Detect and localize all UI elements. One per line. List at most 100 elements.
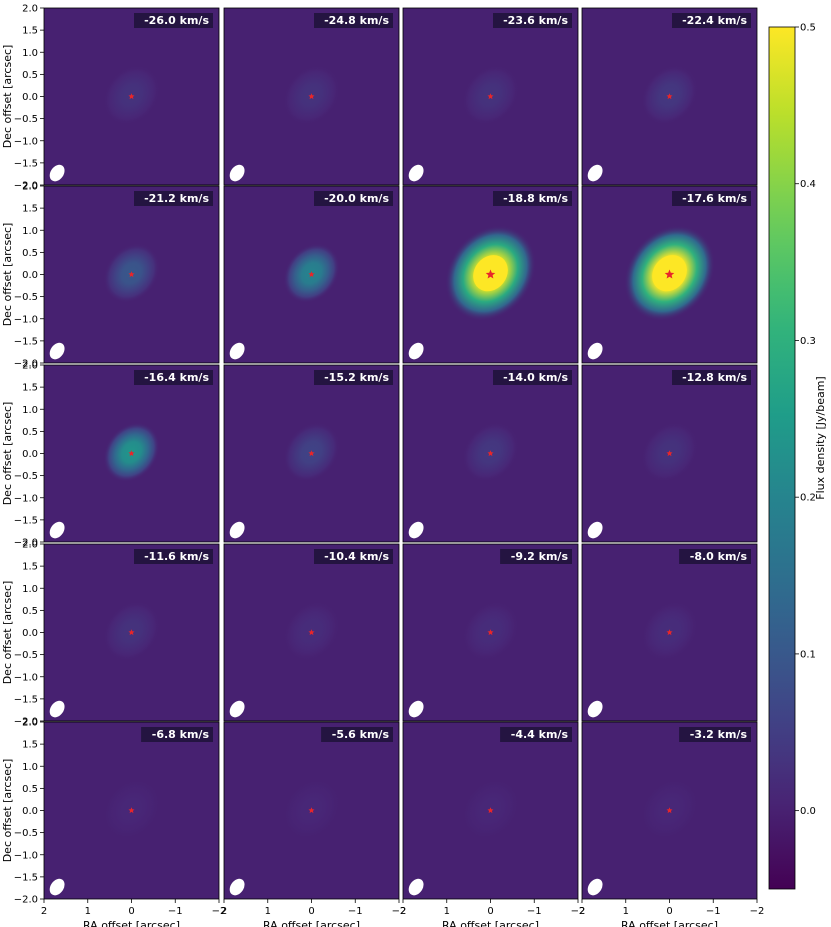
y-tick-label: −2.0 — [14, 538, 38, 549]
x-axis-label: RA offset [arcsec] — [263, 919, 360, 927]
velocity-label: -18.8 km/s — [503, 192, 568, 205]
channel-panel: -16.4 km/s 2.0 1.5 1.0 0.5 0.0 −0.5 −1.0 −1.5 −2.… — [1, 361, 220, 549]
y-tick-label: 0.0 — [22, 806, 38, 817]
beam-ellipse — [408, 164, 424, 182]
y-tick-label: 2.0 — [22, 361, 38, 372]
velocity-label-box — [493, 191, 572, 206]
y-axis-label: Dec offset [arcsec] — [1, 223, 14, 327]
y-tick-label: −1.5 — [14, 694, 38, 705]
x-tick-label: 1 — [623, 906, 629, 917]
y-tick-label: 1.0 — [22, 762, 38, 773]
beam-ellipse — [587, 521, 603, 539]
velocity-label: -5.6 km/s — [332, 728, 390, 741]
velocity-label-box — [500, 549, 572, 564]
y-tick-label: −1.0 — [14, 314, 38, 325]
panel-frame — [581, 543, 758, 722]
x-tick-label: 0 — [308, 906, 314, 917]
velocity-label-box — [314, 13, 393, 28]
panel-frame — [223, 364, 400, 543]
velocity-label-box — [134, 370, 213, 385]
velocity-label-box — [314, 191, 393, 206]
beam-ellipse — [408, 521, 424, 539]
y-tick-label: −1.5 — [14, 158, 38, 169]
x-tick-label: −2 — [750, 906, 765, 917]
velocity-label: -6.8 km/s — [152, 728, 210, 741]
channel-panel: -14.0 km/s — [402, 364, 579, 543]
channel-panel: -8.0 km/s — [581, 543, 758, 722]
velocity-label: -9.2 km/s — [511, 550, 569, 563]
beam-ellipse — [587, 878, 603, 896]
y-axis-label: Dec offset [arcsec] — [1, 759, 14, 863]
velocity-label-box — [134, 13, 213, 28]
y-tick-label: 1.0 — [22, 226, 38, 237]
velocity-label: -3.2 km/s — [690, 728, 748, 741]
y-tick-label: −2.0 — [14, 895, 38, 906]
source-marker — [666, 629, 673, 636]
x-axis-label: RA offset [arcsec] — [621, 919, 718, 927]
velocity-label-box — [672, 13, 751, 28]
source-marker — [487, 450, 494, 457]
velocity-label-box — [134, 191, 213, 206]
y-tick-label: 0.0 — [22, 449, 38, 460]
x-tick-label: −2 — [571, 906, 586, 917]
beam-ellipse — [587, 164, 603, 182]
colorbar-fill — [768, 26, 796, 890]
x-tick-label: −1 — [706, 906, 721, 917]
panel-frame — [402, 543, 579, 722]
beam-ellipse — [408, 342, 424, 360]
channel-panel: -4.4 km/s 2 1 0 −1 −2 RA offset [arcsec] — [400, 721, 586, 927]
y-tick-label: −0.5 — [14, 292, 38, 303]
velocity-label-box — [314, 370, 393, 385]
velocity-label-box — [493, 13, 572, 28]
x-tick-label: 0 — [487, 906, 493, 917]
beam-ellipse — [49, 342, 65, 360]
beam-ellipse — [587, 700, 603, 718]
x-tick-label: −1 — [348, 906, 363, 917]
velocity-label: -16.4 km/s — [144, 371, 209, 384]
y-tick-label: 1.5 — [22, 26, 38, 37]
source-marker — [128, 629, 135, 636]
x-tick-label: −1 — [168, 906, 183, 917]
source-marker — [485, 269, 496, 279]
x-tick-label: 1 — [85, 906, 91, 917]
y-tick-label: −1.0 — [14, 493, 38, 504]
y-axis-label: Dec offset [arcsec] — [1, 402, 14, 506]
x-tick-label: 2 — [41, 906, 47, 917]
x-axis-label: RA offset [arcsec] — [442, 919, 539, 927]
colorbar-tick-label: 0.3 — [800, 336, 816, 347]
source-marker — [308, 93, 315, 100]
velocity-label: -26.0 km/s — [144, 14, 209, 27]
y-tick-label: 0.0 — [22, 92, 38, 103]
y-axis-label: Dec offset [arcsec] — [1, 581, 14, 685]
y-tick-label: 0.5 — [22, 784, 38, 795]
velocity-label-box — [672, 191, 751, 206]
velocity-label-box — [679, 727, 751, 742]
x-tick-label: −2 — [392, 906, 407, 917]
source-marker — [666, 93, 673, 100]
beam-ellipse — [229, 700, 245, 718]
y-tick-label: −2.0 — [14, 717, 38, 728]
x-tick-label: 2 — [400, 906, 406, 917]
velocity-label: -21.2 km/s — [144, 192, 209, 205]
panel-frame — [223, 543, 400, 722]
channel-panel: -10.4 km/s — [223, 543, 400, 722]
velocity-label: -14.0 km/s — [503, 371, 568, 384]
channel-panel: -17.6 km/s — [581, 185, 758, 364]
y-tick-label: 1.5 — [22, 204, 38, 215]
y-tick-label: 0.0 — [22, 628, 38, 639]
source-marker — [308, 807, 315, 814]
channel-panel: -22.4 km/s — [581, 7, 758, 186]
velocity-label-box — [672, 370, 751, 385]
y-tick-label: 1.0 — [22, 405, 38, 416]
beam-ellipse — [49, 521, 65, 539]
y-tick-label: −0.5 — [14, 114, 38, 125]
velocity-label: -17.6 km/s — [682, 192, 747, 205]
y-tick-label: −1.5 — [14, 872, 38, 883]
beam-ellipse — [229, 521, 245, 539]
channel-panel: -21.2 km/s 2.0 1.5 1.0 0.5 0.0 −0.5 −1.0 −1.5 −2.… — [1, 182, 220, 370]
channel-panel: -9.2 km/s — [402, 543, 579, 722]
y-tick-label: −0.5 — [14, 471, 38, 482]
velocity-label-box — [679, 549, 751, 564]
y-tick-label: 0.5 — [22, 70, 38, 81]
y-tick-label: −0.5 — [14, 828, 38, 839]
